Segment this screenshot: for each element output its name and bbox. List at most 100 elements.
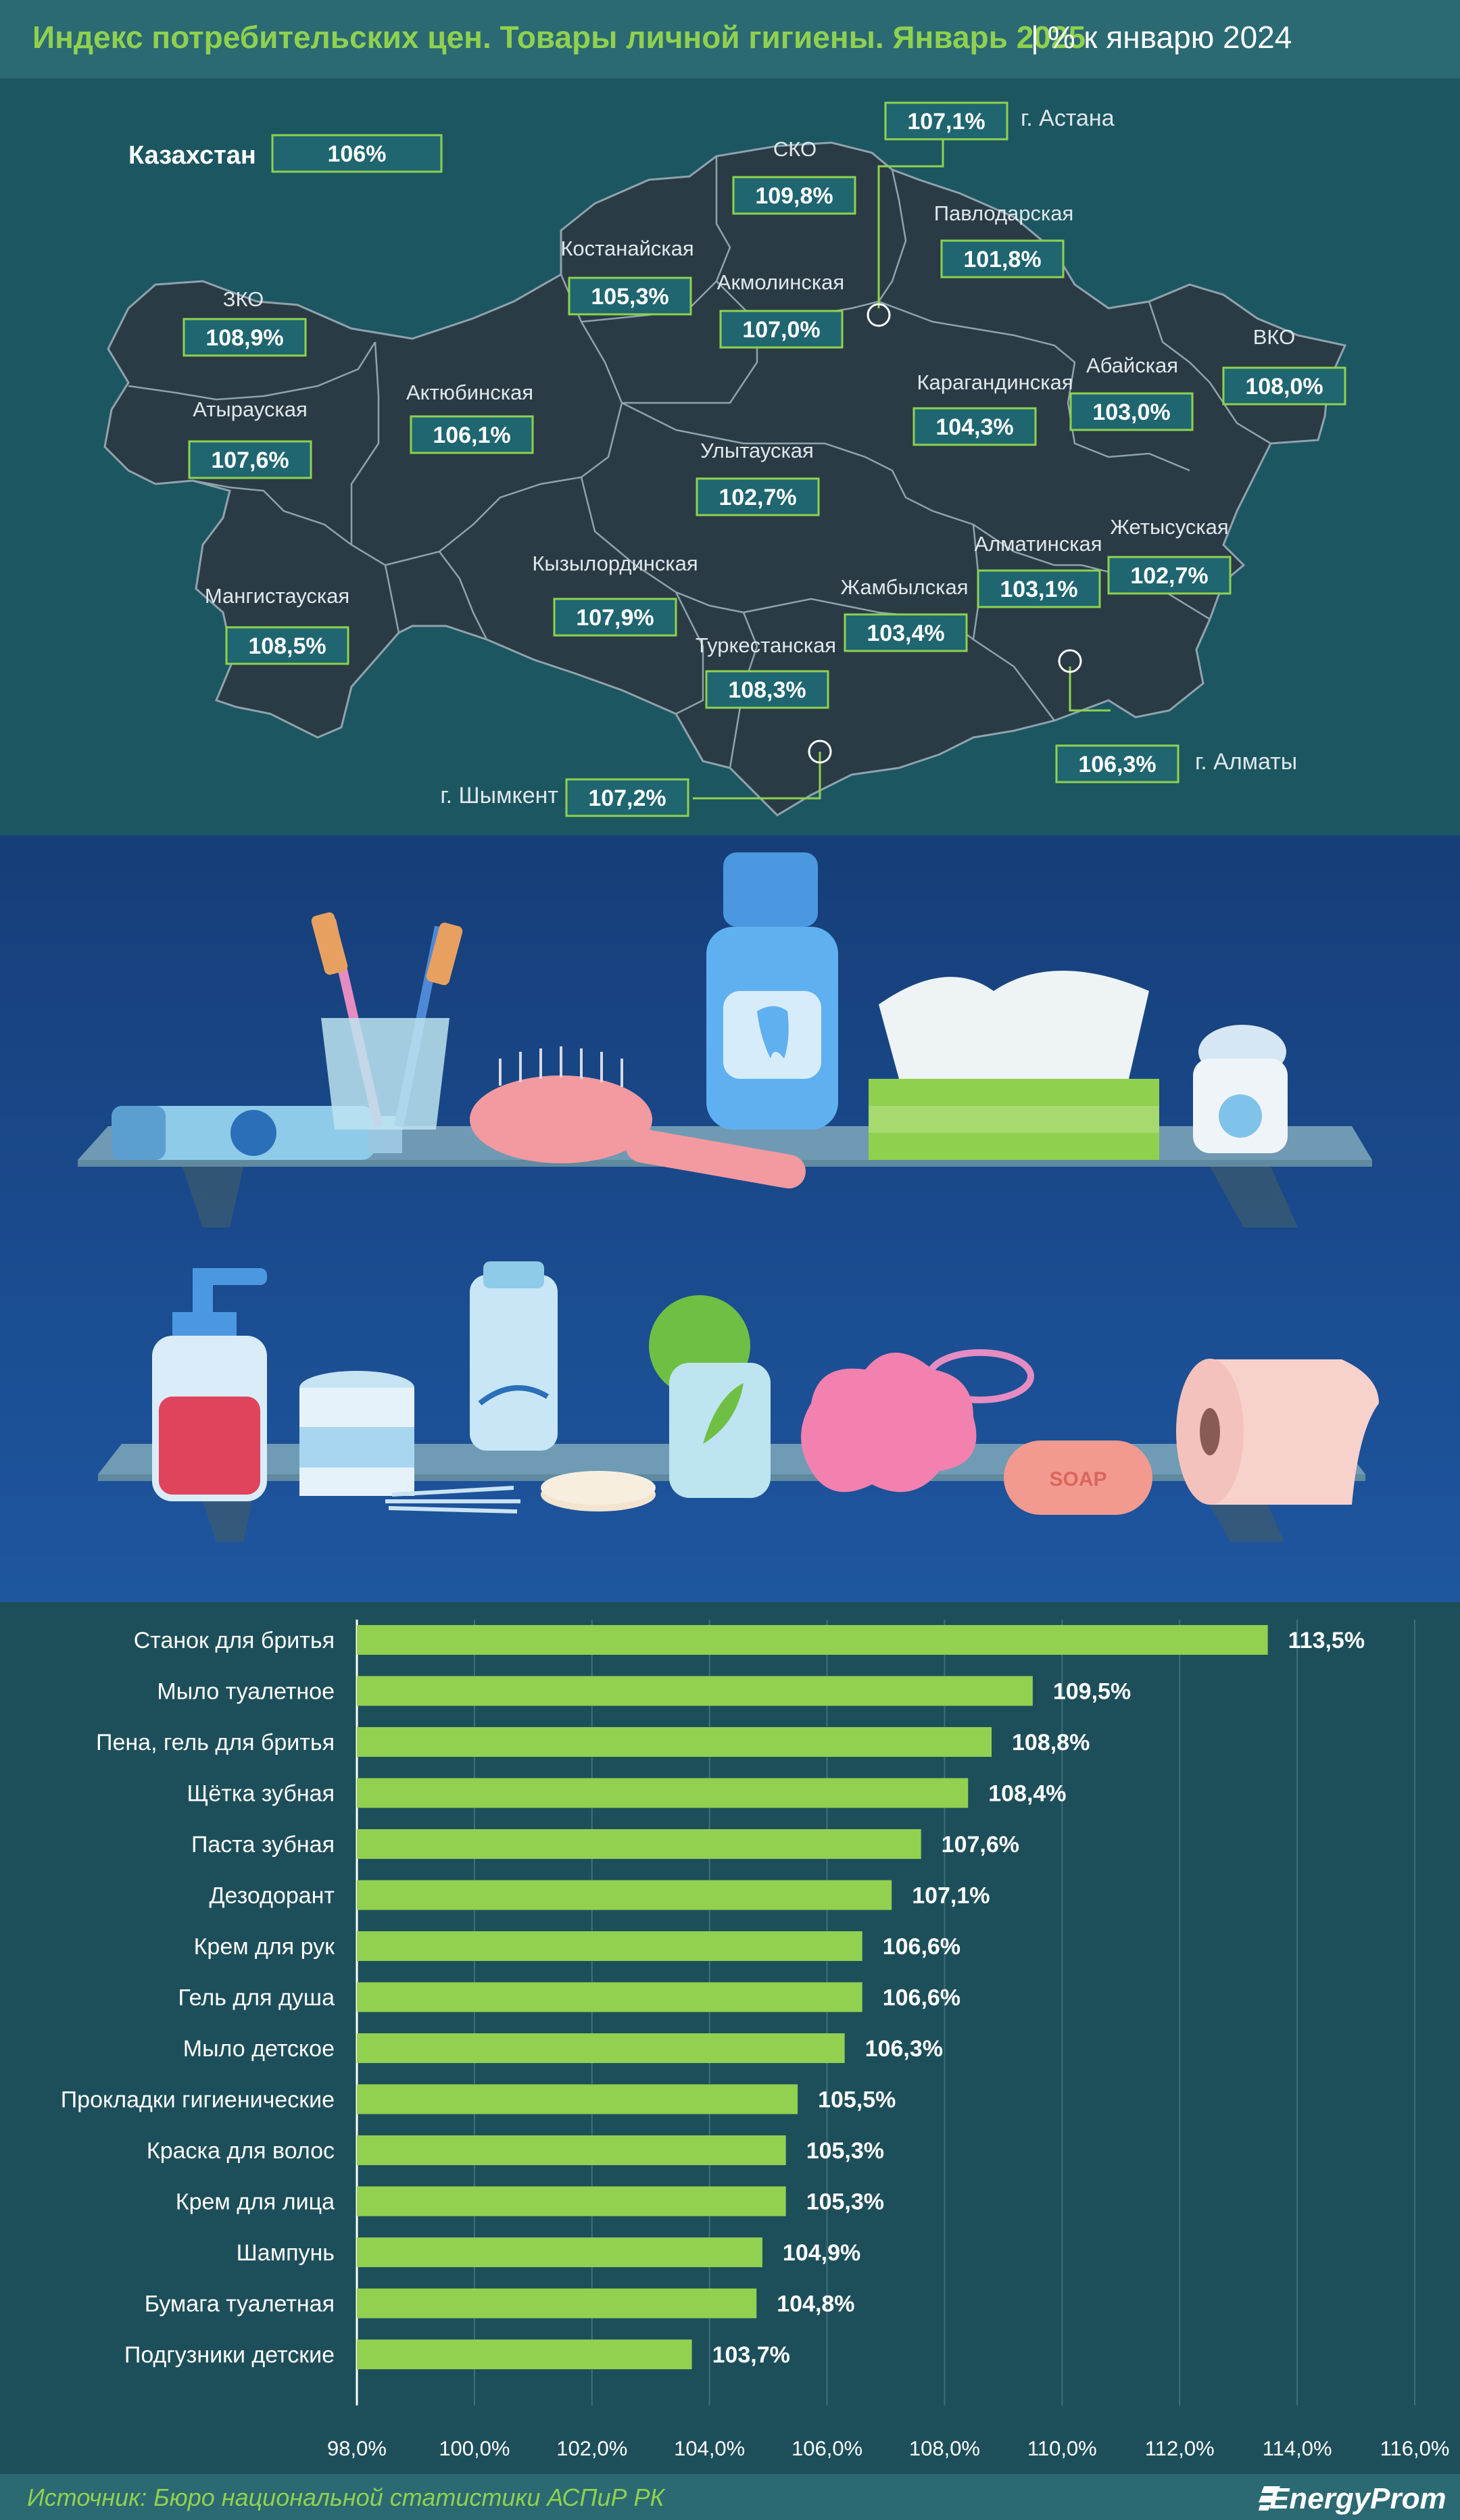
- region-value-text: 102,7%: [719, 485, 796, 510]
- region-value-text: 105,3%: [591, 284, 668, 310]
- deodorant-icon: [649, 1295, 771, 1498]
- region-name: Жетысуская: [1110, 515, 1228, 539]
- x-tick-label: 110,0%: [1027, 2437, 1097, 2461]
- header-bar: Индекс потребительских цен. Товары лично…: [0, 0, 1460, 78]
- illustration-section: SOAP: [0, 835, 1460, 1602]
- region-name: Карагандинская: [917, 370, 1073, 394]
- region-value-text: 103,1%: [1000, 577, 1077, 602]
- region-value: 108,3%: [705, 670, 829, 709]
- region-value: 105,3%: [568, 276, 692, 316]
- cotton-pack-icon: [470, 1261, 558, 1451]
- source-note: Источник: Бюро национальной статистики А…: [27, 2483, 664, 2511]
- mouthwash-icon: [706, 852, 838, 1130]
- kazakhstan-value-text: 106%: [328, 141, 387, 167]
- region-name: Актюбинская: [406, 381, 533, 404]
- region-value: 108,0%: [1222, 366, 1346, 406]
- category-label: Дезодорант: [210, 1883, 335, 1909]
- cotton-jar-icon: [299, 1371, 414, 1496]
- soap-bar-icon: SOAP: [1004, 1440, 1152, 1515]
- region-value: 109,8%: [732, 176, 856, 215]
- x-tick-label: 98,0%: [327, 2437, 387, 2461]
- bar-value-label: 108,4%: [988, 1781, 1066, 1807]
- bar-chart-section: Станок для бритья 113,5% Мыло туалетное 109…: [0, 1602, 1460, 2474]
- bar-value-label: 104,9%: [783, 2240, 860, 2266]
- bar-value-label: 106,6%: [883, 1985, 960, 2011]
- bar: [357, 1931, 862, 1961]
- region-name: Туркестанская: [696, 633, 836, 657]
- kazakhstan-label: Казахстан: [128, 141, 256, 170]
- bar: [357, 2288, 757, 2319]
- hairbrush-icon: [470, 1046, 806, 1189]
- x-tick-label: 116,0%: [1380, 2437, 1450, 2461]
- region-value-text: 107,6%: [211, 447, 289, 473]
- city-name: г. Алматы: [1195, 749, 1297, 775]
- city-value-text: 106,3%: [1078, 752, 1156, 777]
- bar-value-label: 103,7%: [712, 2342, 790, 2368]
- region-value-text: 104,3%: [935, 414, 1013, 440]
- region-name: Кызылординская: [532, 552, 698, 575]
- region-name: ВКО: [1253, 325, 1296, 349]
- bar-value-label: 107,1%: [912, 1883, 990, 1909]
- region-name: Павлодарская: [934, 201, 1074, 225]
- region-name: Алматинская: [974, 532, 1102, 556]
- bar-value-label: 108,8%: [1012, 1730, 1090, 1755]
- region-value-text: 108,5%: [248, 633, 326, 659]
- category-label: Гель для душа: [178, 1985, 335, 2011]
- region-value: 107,9%: [553, 598, 677, 637]
- region-value-text: 106,1%: [433, 422, 510, 448]
- energyprom-logo-icon: [1259, 2486, 1280, 2511]
- region-name: Жамбылская: [840, 575, 968, 599]
- region-value: 103,0%: [1069, 392, 1194, 431]
- bar-value-label: 106,3%: [865, 2036, 943, 2062]
- category-label: Прокладки гигиенические: [61, 2087, 335, 2113]
- cotton-swabs-icon: [385, 1486, 520, 1513]
- toothbrush-cup-icon: [311, 912, 463, 1130]
- bar-value-label: 105,5%: [818, 2087, 896, 2113]
- category-label: Крем для лица: [176, 2189, 335, 2215]
- region-name: Атырауская: [193, 397, 308, 421]
- x-tick-label: 108,0%: [909, 2437, 980, 2461]
- bar-value-label: 113,5%: [1288, 1628, 1365, 1653]
- page-subtitle: | % к январю 2024: [1031, 20, 1292, 55]
- category-label: Шампунь: [237, 2240, 335, 2266]
- bar-value-label: 105,3%: [806, 2138, 884, 2164]
- bar: [357, 2237, 762, 2267]
- bar: [357, 2186, 786, 2216]
- region-value: 107,0%: [719, 310, 844, 349]
- category-label: Мыло туалетное: [157, 1679, 335, 1705]
- bar-value-label: 105,3%: [806, 2189, 884, 2215]
- almaty-marker-icon: [1058, 649, 1082, 673]
- region-value: 103,4%: [844, 613, 968, 652]
- region-value-text: 103,4%: [867, 621, 944, 646]
- map-labels: Казахстан 106% ЗКО 108,9% Атырауская 107,6% Ма…: [128, 101, 1346, 817]
- region-value: 102,7%: [1107, 556, 1232, 595]
- footer-bar: Источник: Бюро национальной статистики А…: [0, 2474, 1460, 2520]
- category-label: Пена, гель для бритья: [96, 1730, 335, 1755]
- x-tick-label: 106,0%: [792, 2437, 862, 2461]
- region-value-text: 108,0%: [1245, 374, 1323, 399]
- bar: [357, 2084, 798, 2114]
- category-label: Щётка зубная: [187, 1781, 335, 1807]
- bar: [357, 1727, 992, 1757]
- bar: [357, 1880, 892, 1910]
- region-value: 108,5%: [225, 626, 349, 665]
- region-name: СКО: [773, 137, 817, 161]
- region-value-text: 107,9%: [576, 605, 654, 631]
- dental-floss-icon: [1193, 1025, 1288, 1153]
- kazakhstan-map: Казахстан 106% ЗКО 108,9% Атырауская 107,6% Ма…: [103, 101, 1347, 817]
- x-tick-label: 102,0%: [556, 2437, 627, 2461]
- city-connectors: [693, 132, 1111, 800]
- category-label: Станок для бритья: [134, 1628, 335, 1653]
- bar: [357, 1829, 921, 1859]
- bath-sponge-icon: [801, 1349, 1034, 1493]
- bar-chart: Станок для бритья 113,5% Мыло туалетное 109…: [61, 1620, 1450, 2461]
- bar: [357, 1676, 1033, 1706]
- bar-value-label: 106,6%: [883, 1934, 960, 1960]
- region-value-text: 103,0%: [1092, 399, 1170, 425]
- region-value: 106,1%: [410, 415, 534, 454]
- hygiene-illustration: SOAP: [0, 835, 1460, 1602]
- region-name: Акмолинская: [717, 270, 844, 294]
- bar: [357, 1625, 1268, 1655]
- bar-value-label: 109,5%: [1053, 1679, 1131, 1705]
